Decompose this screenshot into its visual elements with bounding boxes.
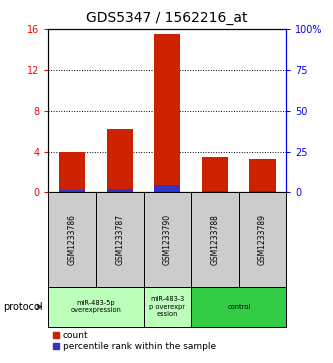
Text: GSM1233790: GSM1233790 bbox=[163, 214, 172, 265]
Bar bbox=[202, 191, 228, 192]
Bar bbox=[144, 192, 191, 287]
Bar bbox=[107, 129, 133, 192]
Text: miR-483-5p
overexpression: miR-483-5p overexpression bbox=[71, 300, 121, 314]
Bar bbox=[59, 152, 85, 192]
Text: GSM1233788: GSM1233788 bbox=[210, 214, 219, 265]
Legend: count, percentile rank within the sample: count, percentile rank within the sample bbox=[53, 331, 216, 351]
Text: GDS5347 / 1562216_at: GDS5347 / 1562216_at bbox=[86, 11, 247, 25]
Text: GSM1233787: GSM1233787 bbox=[115, 214, 124, 265]
Text: GSM1233789: GSM1233789 bbox=[258, 214, 267, 265]
Text: GSM1233786: GSM1233786 bbox=[68, 214, 77, 265]
Bar bbox=[249, 159, 276, 192]
Bar bbox=[144, 287, 191, 327]
Text: protocol: protocol bbox=[3, 302, 43, 312]
Bar bbox=[154, 34, 180, 192]
Bar bbox=[191, 192, 239, 287]
Bar bbox=[154, 185, 180, 192]
Bar bbox=[249, 191, 276, 192]
Text: control: control bbox=[227, 304, 250, 310]
Bar bbox=[48, 287, 144, 327]
Bar bbox=[48, 192, 96, 287]
Bar bbox=[107, 189, 133, 192]
Bar bbox=[239, 192, 286, 287]
Text: miR-483-3
p overexpr
ession: miR-483-3 p overexpr ession bbox=[149, 296, 185, 317]
Bar bbox=[202, 157, 228, 192]
Bar bbox=[96, 192, 144, 287]
Bar bbox=[191, 287, 286, 327]
Bar bbox=[59, 190, 85, 192]
